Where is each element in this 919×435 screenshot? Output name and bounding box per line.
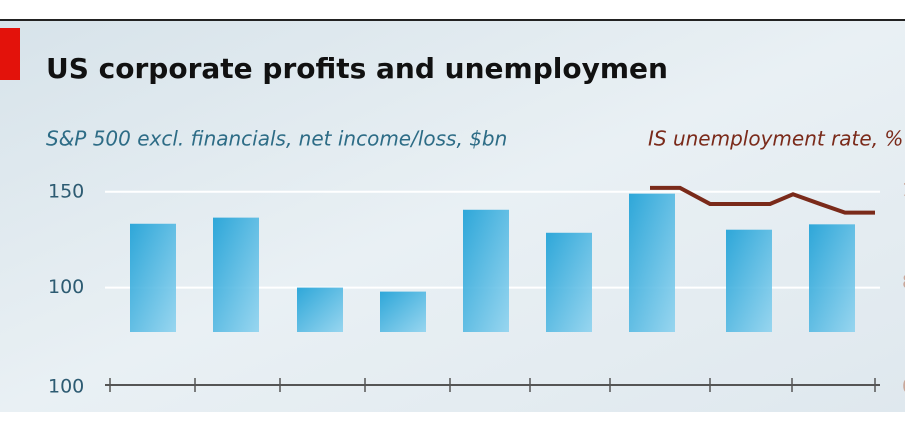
bar	[297, 287, 343, 332]
y-tick-label: 100	[48, 276, 84, 298]
panel	[0, 20, 905, 412]
bar	[463, 209, 509, 332]
bar	[213, 217, 259, 332]
right-mask	[905, 0, 919, 435]
bar	[629, 193, 675, 332]
bar	[546, 232, 592, 332]
unemployment-line	[650, 185, 875, 215]
bar	[809, 224, 855, 332]
y2-label: IS unemployment rate, %	[648, 127, 903, 151]
chart-title: US corporate profits and unemploymen	[46, 52, 668, 85]
bar	[380, 291, 426, 332]
bar	[726, 229, 772, 332]
y-tick-label: 150	[48, 180, 84, 202]
bottom-mask	[0, 412, 919, 435]
bar	[130, 223, 176, 332]
red-tab	[0, 28, 20, 80]
subtitle: S&P 500 excl. financials, net income/los…	[46, 127, 507, 151]
y-tick-label: 100	[48, 376, 84, 398]
